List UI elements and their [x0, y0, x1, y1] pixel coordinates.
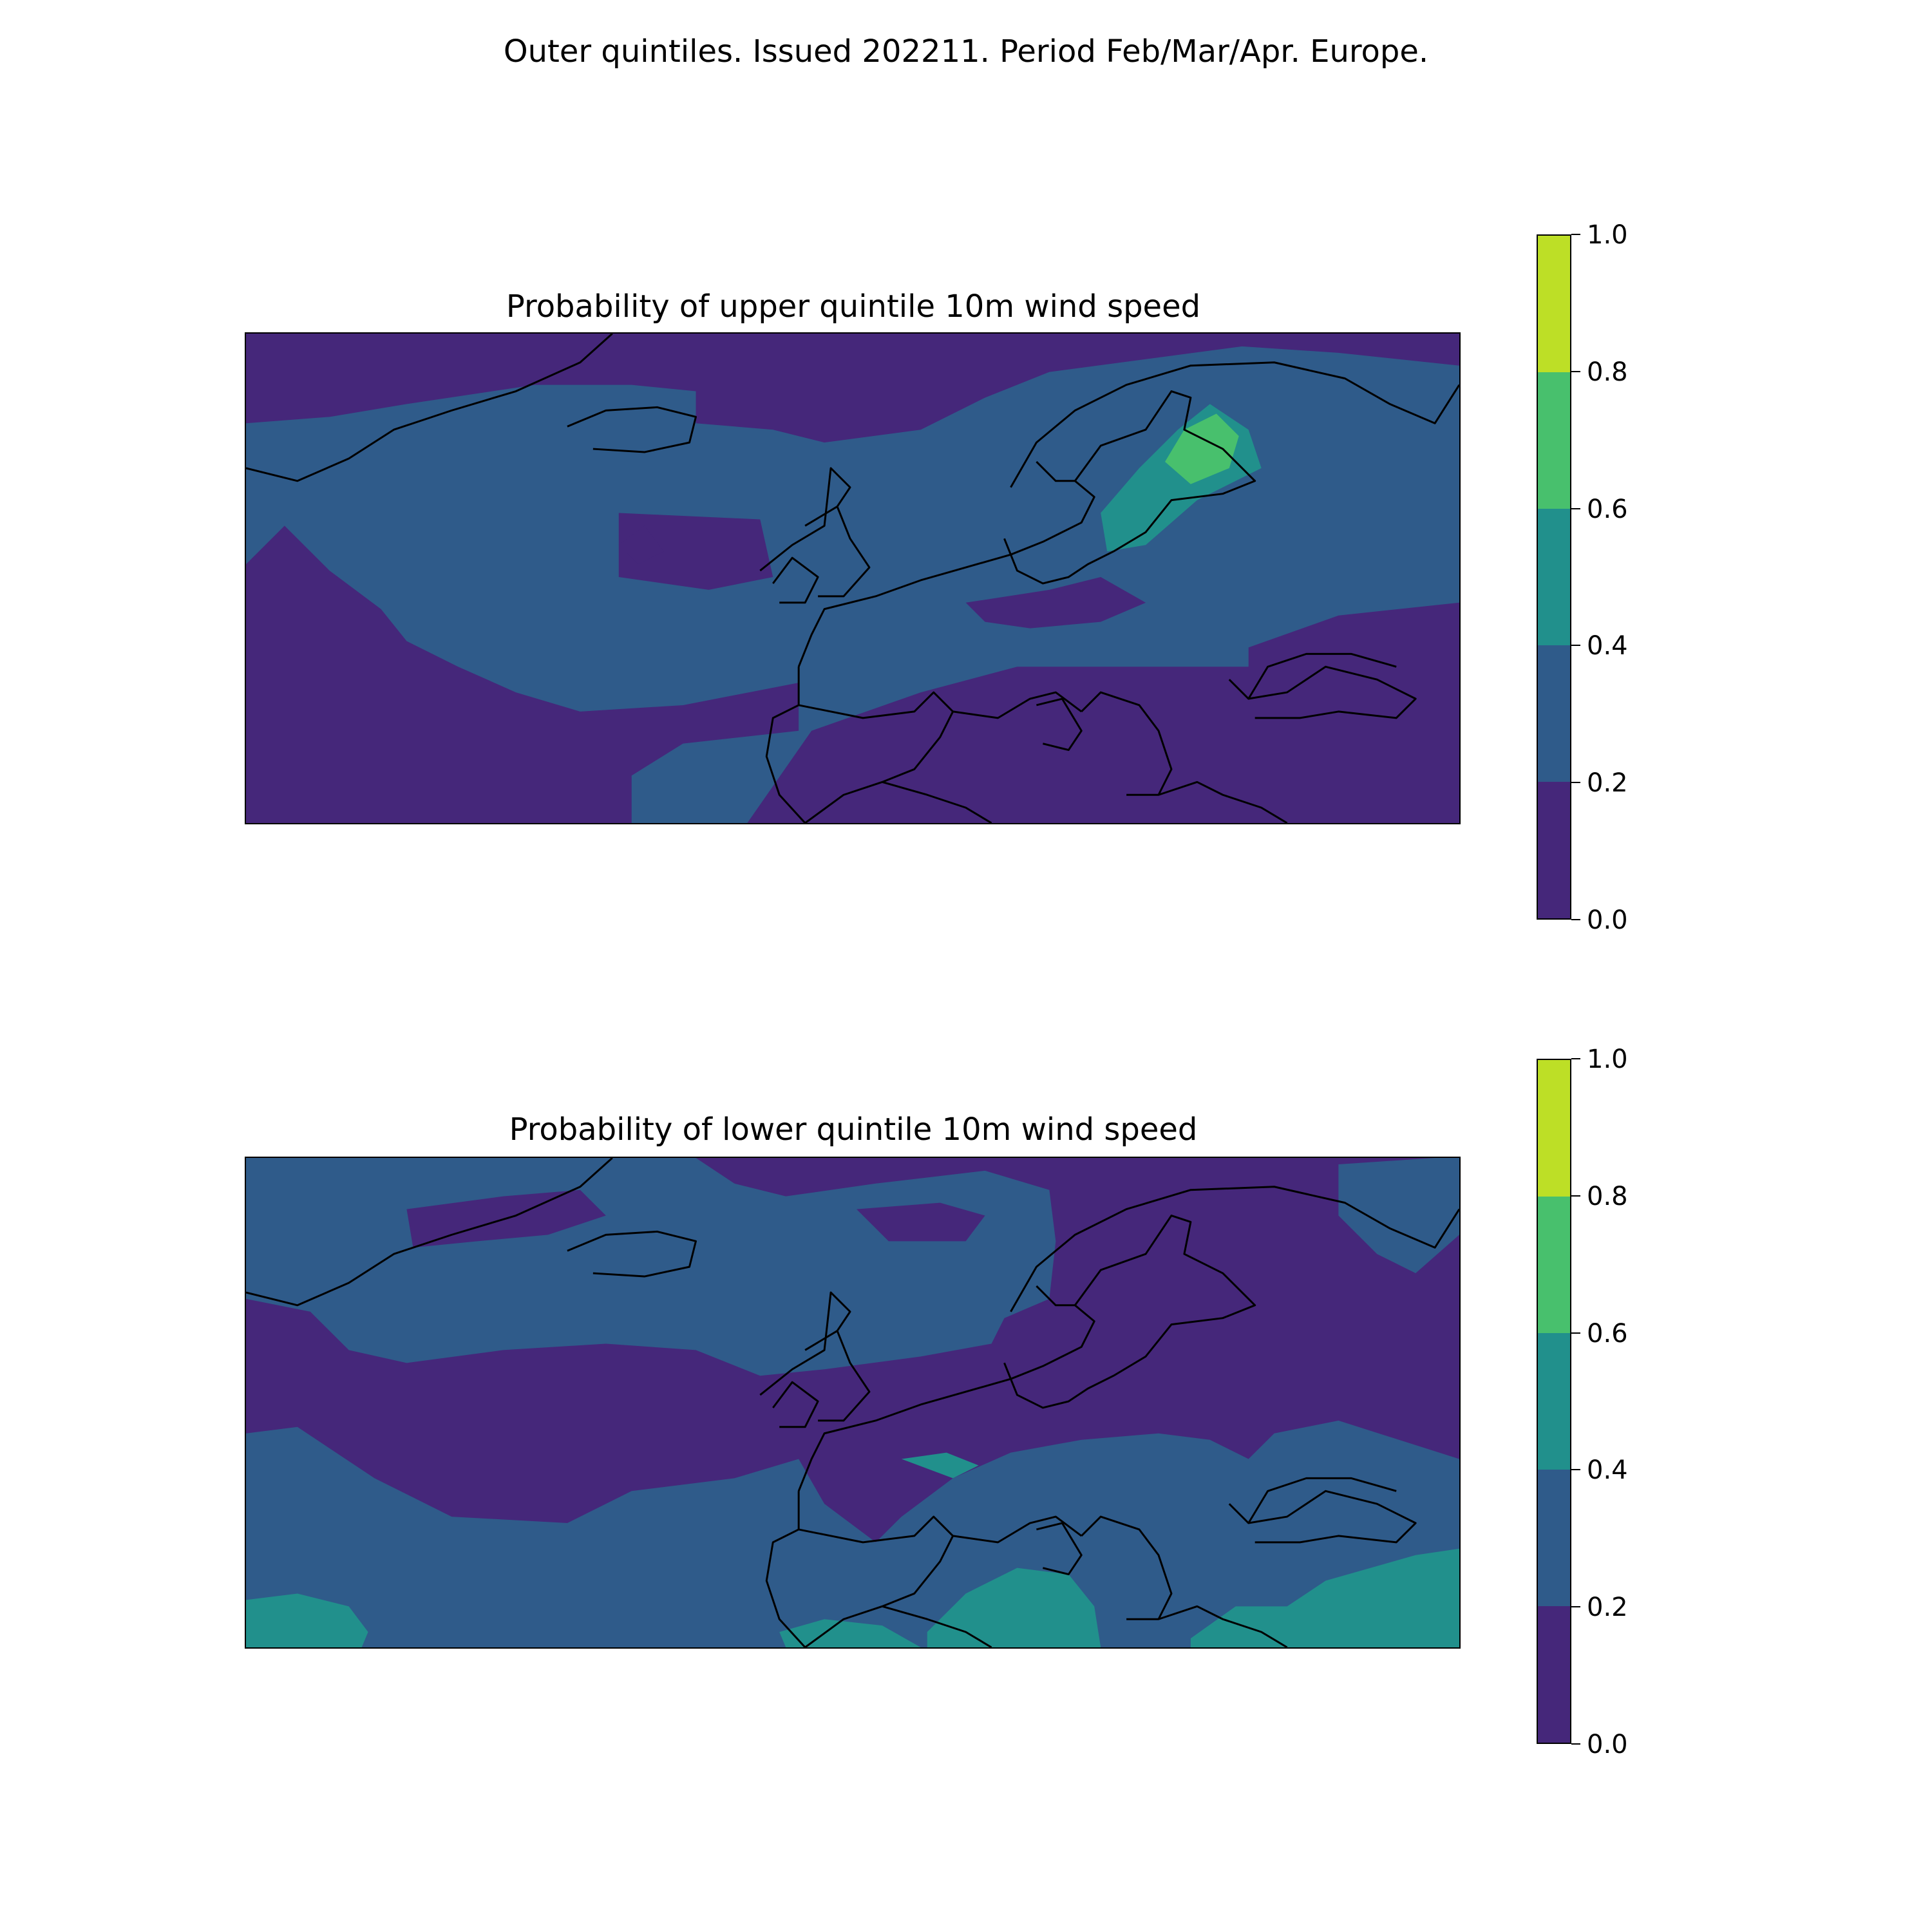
tick-label: 0.8: [1587, 357, 1628, 387]
colorbar-bin-3: [1538, 372, 1570, 509]
coastline-11: [882, 781, 992, 823]
coastline-12: [1081, 691, 1173, 795]
coastline-10: [804, 711, 954, 823]
tick-label: 0.6: [1587, 494, 1628, 524]
tick-mark: [1571, 507, 1580, 509]
coastline-5: [1010, 1186, 1459, 1312]
contour-region-4: [246, 1420, 1459, 1647]
tick-label: 1.0: [1587, 220, 1628, 250]
tick-label: 1.0: [1587, 1045, 1628, 1074]
coastline-4: [772, 556, 819, 604]
contour-region-7: [927, 1567, 1101, 1647]
colorbar-bin-1: [1538, 645, 1570, 782]
tick-label: 0.4: [1587, 631, 1628, 661]
contour-region-5: [618, 526, 664, 565]
coastline-1: [567, 406, 697, 453]
tick-mark: [1571, 1058, 1580, 1059]
coastline-4: [772, 1381, 819, 1428]
probability-field: [246, 334, 1459, 823]
coastline-16: [1036, 697, 1083, 752]
coastline-7: [1003, 390, 1256, 585]
contour-region-7: [1164, 413, 1239, 484]
tick-mark: [1571, 1606, 1580, 1608]
probability-field: [246, 1158, 1459, 1647]
figure-suptitle: Outer quintiles. Issued 202211. Period F…: [503, 33, 1429, 70]
lower-quintile-map: [245, 1157, 1461, 1649]
colorbar-bin-2: [1538, 1333, 1570, 1470]
coastline-12: [1081, 1515, 1173, 1620]
tick-mark: [1571, 645, 1580, 647]
coastline-0: [246, 334, 613, 482]
contour-region-5: [246, 1593, 368, 1647]
tick-mark: [1571, 1469, 1580, 1471]
tick-label: 0.2: [1587, 768, 1628, 799]
coastline-6: [797, 1285, 1095, 1492]
coastline-13: [1126, 781, 1288, 823]
upper-quintile-title: Probability of upper quintile 10m wind s…: [506, 289, 1201, 325]
coastline-8: [765, 1491, 806, 1647]
contour-region-8: [1190, 1548, 1459, 1647]
tick-mark: [1571, 234, 1580, 235]
coastline-16: [1036, 1522, 1083, 1576]
colorbar-bin-2: [1538, 509, 1570, 645]
coastline-13: [1126, 1605, 1288, 1647]
tick-label: 0.0: [1587, 1730, 1628, 1759]
tick-label: 0.0: [1587, 905, 1628, 935]
coastline-3: [818, 1331, 871, 1422]
lower-quintile-title: Probability of lower quintile 10m wind s…: [509, 1112, 1198, 1148]
contour-region-2: [747, 602, 1459, 823]
coastline-14: [1228, 665, 1417, 719]
upper-quintile-map: [245, 332, 1461, 824]
coastline-5: [1010, 361, 1459, 488]
tick-mark: [1571, 1743, 1580, 1745]
coastline-8: [765, 667, 806, 823]
tick-mark: [1571, 919, 1580, 920]
tick-label: 0.2: [1587, 1593, 1628, 1623]
coastline-11: [882, 1605, 992, 1647]
contour-region-0: [246, 1158, 1056, 1376]
colorbar-bin-0: [1538, 1606, 1570, 1743]
contour-region-4: [618, 513, 773, 590]
coastline-2: [759, 467, 851, 572]
lower-quintile-colorbar: [1537, 1059, 1571, 1744]
tick-mark: [1571, 1332, 1580, 1334]
tick-label: 0.8: [1587, 1181, 1628, 1211]
contour-region-2: [856, 1202, 985, 1242]
colorbar-bin-0: [1538, 782, 1570, 918]
coastline-10: [804, 1535, 954, 1647]
coastline-3: [818, 506, 871, 598]
coastline-6: [797, 460, 1095, 667]
coastline-1: [567, 1230, 697, 1278]
contour-region-9: [901, 1452, 979, 1479]
coastline-15: [1247, 652, 1397, 699]
coastline-15: [1247, 1477, 1397, 1524]
colorbar-bin-3: [1538, 1197, 1570, 1333]
colorbar-bin-4: [1538, 1060, 1570, 1197]
contour-region-3: [965, 577, 1146, 629]
upper-quintile-colorbar: [1537, 234, 1571, 920]
coastline-7: [1003, 1215, 1256, 1409]
tick-label: 0.4: [1587, 1455, 1628, 1486]
tick-label: 0.6: [1587, 1318, 1628, 1349]
contour-region-1: [246, 526, 799, 823]
colorbar-bin-1: [1538, 1470, 1570, 1606]
coastline-0: [246, 1158, 613, 1307]
coastline-9: [798, 1515, 1083, 1544]
coastline-14: [1228, 1490, 1417, 1544]
colorbar-bin-4: [1538, 236, 1570, 372]
tick-mark: [1571, 370, 1580, 372]
tick-mark: [1571, 1195, 1580, 1197]
tick-mark: [1571, 782, 1580, 784]
